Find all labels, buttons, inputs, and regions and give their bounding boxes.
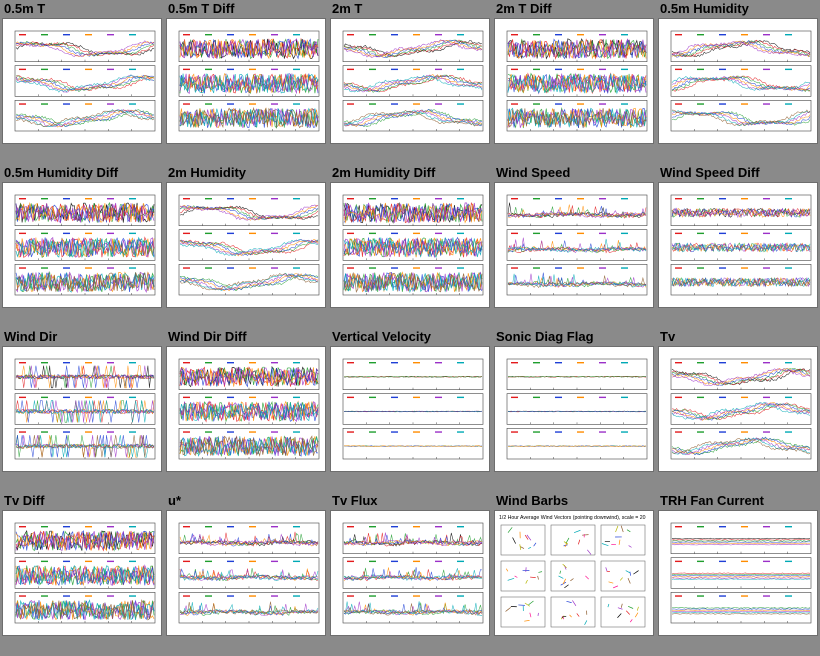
plot-tile-title: Sonic Diag Flag: [496, 329, 594, 344]
plot-tile-title: 2m Humidity Diff: [332, 165, 436, 180]
plot-thumbnail[interactable]: [658, 18, 818, 144]
plot-thumbnail-image: [342, 194, 484, 296]
plot-thumbnail[interactable]: [2, 182, 162, 308]
plot-thumbnail-image: [342, 30, 484, 132]
plot-tile: 2m T: [330, 0, 490, 150]
plot-tile-title: Tv: [660, 329, 676, 344]
plot-thumbnail[interactable]: [166, 182, 326, 308]
plot-tile-title: Wind Dir Diff: [168, 329, 247, 344]
plot-thumbnail-image: [14, 194, 156, 296]
plot-thumbnail-image: [178, 30, 320, 132]
plot-thumbnail-image: [14, 30, 156, 132]
plot-tile-title: Wind Speed: [496, 165, 571, 180]
plot-tile-title: 0.5m Humidity: [660, 1, 749, 16]
plot-tile: Wind Dir Diff: [166, 328, 326, 478]
plot-tile-title: 0.5m T: [4, 1, 46, 16]
plot-thumbnail-image: [506, 30, 648, 132]
plot-tile-title: Wind Barbs: [496, 493, 569, 508]
plot-thumbnail-image: [670, 522, 812, 624]
plot-thumbnail[interactable]: [658, 346, 818, 472]
plot-thumbnail[interactable]: [166, 18, 326, 144]
plot-thumbnail[interactable]: [330, 18, 490, 144]
plot-thumbnail[interactable]: [494, 18, 654, 144]
plot-thumbnail-image: [14, 522, 156, 624]
plot-thumbnail[interactable]: [330, 346, 490, 472]
plot-thumbnail-image: [506, 194, 648, 296]
plot-tile: Wind Speed: [494, 164, 654, 314]
plot-thumbnail[interactable]: 1/2 Hour Average Wind Vectors (pointing …: [494, 510, 654, 636]
plot-thumbnail[interactable]: [494, 182, 654, 308]
plot-tile-title: 0.5m Humidity Diff: [4, 165, 119, 180]
plot-thumbnail-image: [670, 194, 812, 296]
plot-tile: Vertical Velocity: [330, 328, 490, 478]
plot-tile-title: Wind Dir: [4, 329, 58, 344]
plot-thumbnail-image: [342, 522, 484, 624]
plot-tile: 0.5m T Diff: [166, 0, 326, 150]
plot-tile-title: Tv Flux: [332, 493, 378, 508]
plot-tile: 0.5m Humidity: [658, 0, 818, 150]
plot-thumbnail-image: [670, 30, 812, 132]
plot-thumbnail-image: [506, 358, 648, 460]
plot-tile: 0.5m T: [2, 0, 162, 150]
plot-tile: Wind Dir: [2, 328, 162, 478]
plot-tile: Tv Diff: [2, 492, 162, 642]
plot-thumbnail[interactable]: [166, 346, 326, 472]
plot-tile-title: Wind Speed Diff: [660, 165, 760, 180]
plot-tile: 2m Humidity: [166, 164, 326, 314]
plot-thumbnail[interactable]: [330, 182, 490, 308]
plot-thumbnail[interactable]: [658, 510, 818, 636]
plot-thumbnail-image: [342, 358, 484, 460]
plot-tile-title: 2m Humidity: [168, 165, 247, 180]
plot-thumbnail[interactable]: [166, 510, 326, 636]
plot-thumbnail[interactable]: [2, 510, 162, 636]
plot-tile: Tv: [658, 328, 818, 478]
barbs-header: 1/2 Hour Average Wind Vectors (pointing …: [499, 515, 646, 521]
plot-thumbnail-image: [14, 358, 156, 460]
plot-thumbnail[interactable]: [330, 510, 490, 636]
plot-thumbnail-image: [178, 358, 320, 460]
plot-tile: u*: [166, 492, 326, 642]
plot-tile: Sonic Diag Flag: [494, 328, 654, 478]
plot-thumbnail-image: [178, 522, 320, 624]
plot-tile-title: u*: [168, 493, 181, 508]
plot-tile-title: TRH Fan Current: [660, 493, 764, 508]
plot-thumbnail[interactable]: [658, 182, 818, 308]
plot-thumbnail[interactable]: [2, 18, 162, 144]
plot-tile: TRH Fan Current: [658, 492, 818, 642]
plot-tile: Wind Barbs 1/2 Hour Average Wind Vectors …: [494, 492, 654, 642]
plot-tile-title: 2m T Diff: [496, 1, 552, 16]
plot-tile-title: Vertical Velocity: [332, 329, 432, 344]
plot-thumbnail[interactable]: [2, 346, 162, 472]
plot-tile: Wind Speed Diff: [658, 164, 818, 314]
plot-tile-title: 0.5m T Diff: [168, 1, 235, 16]
plot-tile-title: 2m T: [332, 1, 363, 16]
plot-tile-title: Tv Diff: [4, 493, 45, 508]
plot-thumbnail-image: [670, 358, 812, 460]
plot-tile: 0.5m Humidity Diff: [2, 164, 162, 314]
plot-tile: 2m T Diff: [494, 0, 654, 150]
plot-tile: Tv Flux: [330, 492, 490, 642]
plot-tile: 2m Humidity Diff: [330, 164, 490, 314]
plot-thumbnail-image: 1/2 Hour Average Wind Vectors (pointing …: [499, 515, 646, 628]
plot-thumbnail-image: [178, 194, 320, 296]
plot-thumbnail[interactable]: [494, 346, 654, 472]
